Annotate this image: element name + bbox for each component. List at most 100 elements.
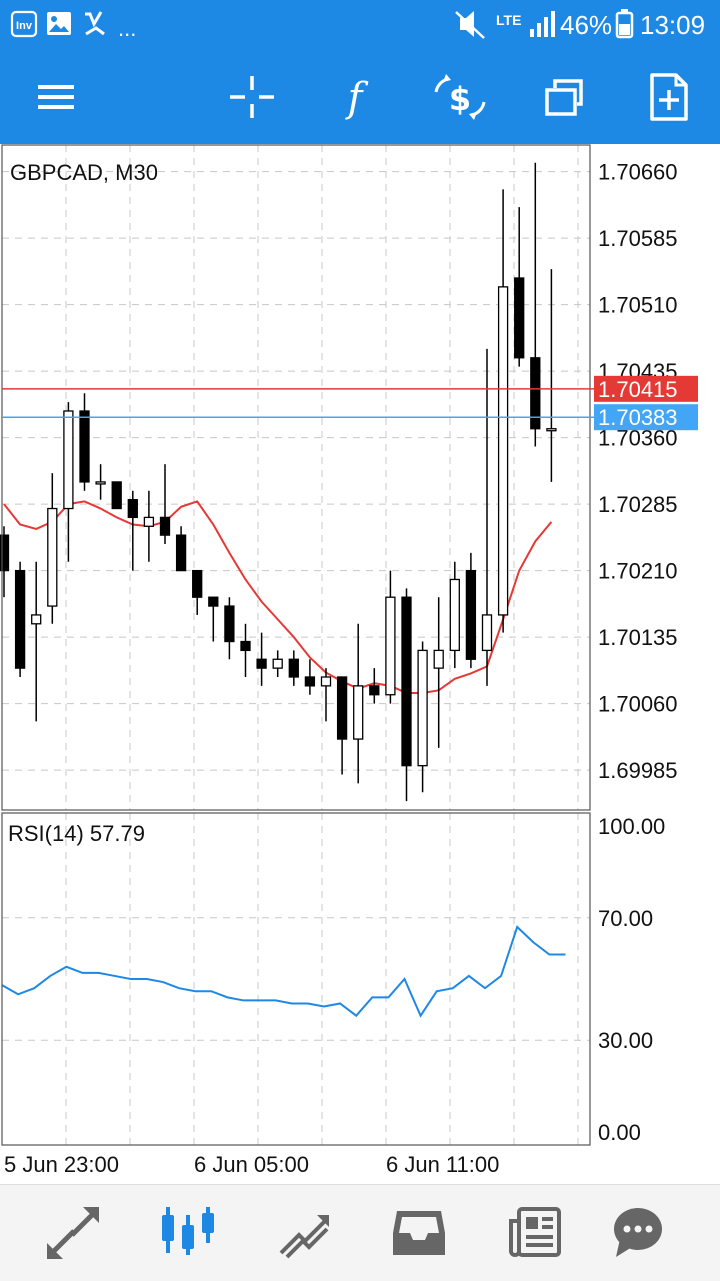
moving-average-layer — [3, 500, 553, 694]
nav-news[interactable] — [475, 1185, 595, 1281]
candle-bearish — [401, 588, 412, 802]
candle-body — [79, 410, 90, 483]
candle-bearish — [224, 597, 235, 660]
windows-button[interactable] — [527, 50, 599, 144]
svg-text:f: f — [345, 75, 369, 121]
windows-overlap-icon — [545, 79, 583, 116]
time-axis-label: 6 Jun 05:00 — [194, 1152, 309, 1177]
clock-text: 13:09 — [640, 10, 705, 40]
chart-area[interactable]: 1.70660 1.70585 1.70510 1.70435 1.70360 1.702… — [0, 144, 720, 1184]
candle-body — [63, 410, 74, 510]
rsi-axis-label: 30.00 — [598, 1028, 653, 1053]
candle-bullish — [449, 561, 460, 669]
candle-bearish — [0, 526, 10, 598]
candle-body — [481, 614, 493, 652]
chart-canvas[interactable]: 1.706601.705851.705101.704351.703601.702… — [0, 144, 720, 1184]
investing-app-icon: Inv — [10, 10, 38, 38]
candle-bullish — [272, 650, 283, 677]
nav-quotes[interactable] — [14, 1185, 134, 1281]
symbol-label: GBPCAD, M30 — [10, 160, 158, 185]
candle-body — [465, 569, 477, 660]
crosshair-icon — [230, 76, 274, 118]
candle-body — [208, 596, 219, 607]
time-axis-label: 6 Jun 11:00 — [386, 1152, 499, 1177]
grid-lines — [2, 145, 590, 1145]
candle-bullish — [497, 189, 509, 633]
candle-bullish — [353, 623, 364, 784]
candle-bullish — [481, 348, 493, 686]
candle-bearish — [514, 207, 525, 367]
candle-body — [449, 578, 460, 652]
newspaper-icon — [509, 1207, 561, 1257]
candle-body — [95, 481, 106, 485]
crosshair-button[interactable] — [216, 50, 288, 144]
svg-text:$: $ — [449, 80, 471, 118]
rsi-axis-label: 70.00 — [598, 906, 653, 931]
candle-bearish — [304, 659, 316, 695]
rsi-axis-label: 0.00 — [598, 1120, 641, 1145]
candle-bullish — [433, 597, 444, 748]
trade-trend-icon — [279, 1215, 329, 1259]
candle-body — [224, 605, 235, 643]
candle-bearish — [79, 393, 90, 491]
candle-bullish — [31, 561, 42, 722]
menu-button[interactable] — [20, 50, 92, 144]
nav-messages[interactable] — [590, 1185, 710, 1281]
candle-body — [143, 516, 155, 527]
candle-body — [353, 685, 364, 740]
candle-body — [288, 658, 299, 678]
candle-bullish — [546, 269, 557, 482]
nav-chart[interactable] — [129, 1185, 249, 1281]
candle-body — [336, 676, 348, 740]
signal-icon — [530, 11, 555, 37]
task-check-icon — [85, 11, 105, 36]
candle-body — [127, 499, 138, 519]
axis-labels-layer: 1.706601.705851.705101.704351.703601.702… — [4, 160, 698, 1177]
candle-body — [240, 640, 251, 652]
status-bar-graphics: Inv ... LTE 46% 13:09 — [10, 9, 705, 41]
candle-bearish — [192, 569, 203, 615]
candle-body — [417, 649, 428, 767]
battery-percent-text: 46% — [560, 10, 612, 40]
candle-body — [497, 286, 509, 616]
candle-bullish — [47, 473, 58, 624]
candle-body — [304, 676, 316, 687]
price-axis-label: 1.70585 — [598, 226, 678, 251]
time-axis-label: 5 Jun 23:00 — [4, 1152, 119, 1177]
nav-history[interactable] — [359, 1185, 479, 1281]
candle-bearish — [336, 676, 348, 775]
candle-bearish — [465, 552, 477, 669]
candle-body — [546, 428, 557, 432]
candle-bearish — [369, 668, 380, 704]
document-add-icon — [650, 73, 688, 121]
currency-exchange-icon: $ — [434, 74, 486, 120]
price-axis-label: 1.70285 — [598, 492, 678, 517]
main-chart-frame — [1, 144, 591, 811]
candle-bearish — [256, 632, 267, 686]
rsi-axis-label: 100.00 — [598, 814, 665, 839]
battery-icon — [615, 9, 634, 39]
ask-price-label: 1.70415 — [598, 377, 678, 402]
nav-trade[interactable] — [245, 1185, 365, 1281]
candle-body — [530, 357, 541, 430]
mute-icon — [455, 11, 485, 39]
more-notifications-text: ... — [118, 16, 136, 41]
candle-bullish — [143, 490, 155, 562]
candle-body — [272, 658, 283, 669]
candle-body — [320, 676, 332, 687]
candle-bearish — [530, 162, 541, 447]
candle-bullish — [95, 464, 106, 500]
trade-button[interactable]: $ — [424, 50, 496, 144]
price-axis-label: 1.70135 — [598, 625, 678, 650]
indicators-button[interactable]: f — [319, 50, 391, 144]
bid-price-tag — [594, 404, 698, 431]
candle-bearish — [240, 623, 251, 677]
candle-bullish — [320, 668, 332, 722]
function-f-icon: f — [345, 75, 369, 121]
candle-bearish — [208, 596, 219, 642]
price-axis-label: 1.70660 — [598, 160, 678, 185]
candle-body — [175, 534, 187, 572]
new-order-button[interactable] — [632, 50, 704, 144]
candle-body — [192, 569, 203, 598]
candle-bullish — [417, 641, 428, 793]
